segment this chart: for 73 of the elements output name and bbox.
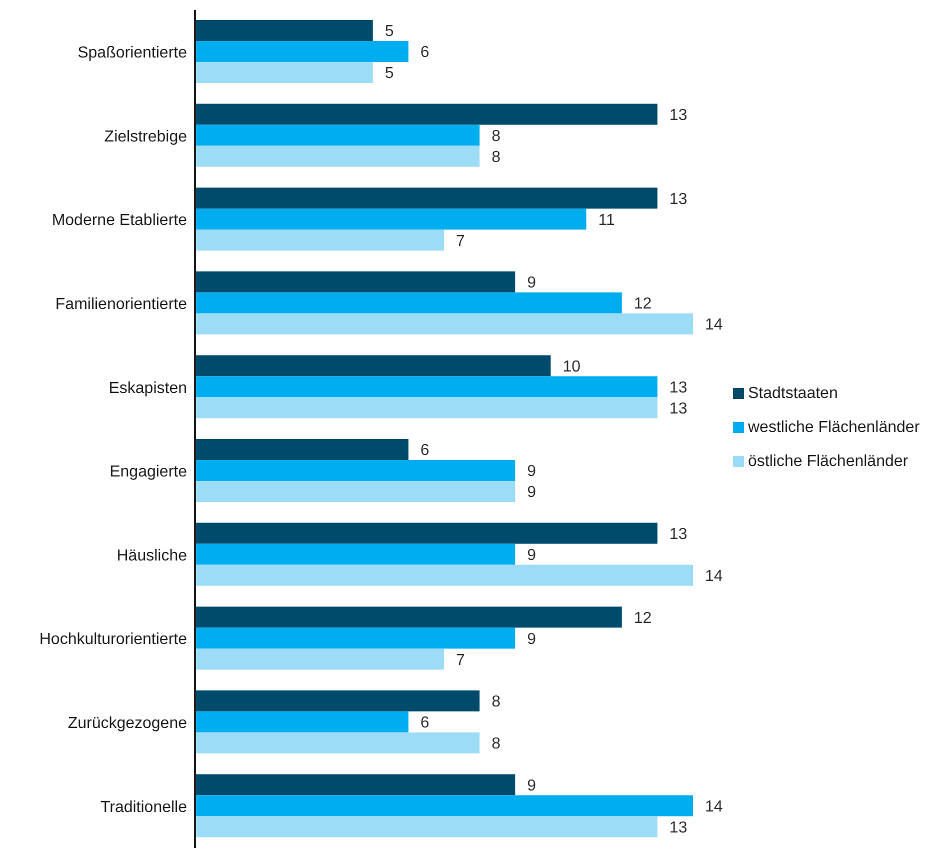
data-label: 13	[669, 106, 688, 124]
data-label: 6	[420, 714, 430, 732]
y-tick-label: Häusliche	[116, 547, 188, 564]
data-label: 6	[420, 442, 430, 460]
bar	[195, 146, 480, 167]
data-label: 8	[492, 694, 501, 711]
bar	[195, 460, 516, 481]
y-tick-label: Traditionelle	[100, 798, 188, 816]
data-label: 6	[420, 44, 430, 62]
bar	[195, 628, 516, 649]
bar	[195, 292, 622, 314]
data-label: 7	[456, 232, 465, 250]
bar	[195, 124, 480, 146]
bar	[195, 564, 693, 586]
y-tick-label: Zurückgezogene	[68, 714, 188, 732]
data-label: 10	[562, 358, 581, 376]
y-tick-label: Spaßorientierte	[78, 44, 188, 62]
data-label: 9	[527, 484, 536, 502]
y-tick-label: Moderne Etablierte	[52, 212, 188, 230]
bar	[195, 188, 658, 209]
bar	[195, 439, 408, 460]
data-label: 14	[705, 798, 723, 816]
bar	[195, 271, 516, 292]
data-label: 9	[527, 630, 536, 648]
bar	[195, 41, 408, 62]
data-label: 12	[634, 610, 652, 627]
data-label: 14	[705, 568, 723, 585]
legend-label: Stadtstaaten	[748, 385, 838, 402]
bar	[195, 690, 480, 712]
bar	[195, 606, 622, 628]
data-label: 11	[598, 212, 615, 229]
data-label: 13	[669, 190, 688, 208]
bar	[195, 648, 444, 670]
y-tick-label: Engagierte	[110, 464, 188, 481]
data-label: 14	[705, 316, 723, 334]
y-tick-label: Zielstrebige	[104, 128, 188, 146]
y-tick-label: Hochkulturorientierte	[39, 631, 188, 648]
data-label: 9	[527, 463, 536, 480]
data-label: 8	[492, 736, 501, 753]
bar	[195, 104, 658, 125]
bar	[195, 62, 373, 83]
legend-label: westliche Flächenländer	[748, 419, 920, 436]
bar	[195, 816, 658, 838]
data-label: 9	[527, 777, 536, 794]
bar	[195, 481, 516, 502]
bar	[195, 522, 658, 544]
data-label: 5	[384, 65, 394, 82]
data-label: 8	[492, 148, 501, 166]
bar	[195, 208, 586, 230]
bar	[195, 795, 693, 816]
bar	[195, 711, 408, 732]
data-label: 7	[456, 652, 465, 669]
bar	[195, 230, 444, 251]
bar	[195, 376, 658, 398]
bar	[195, 732, 480, 754]
y-tick-label: Eskapisten	[108, 380, 187, 397]
bar	[195, 397, 658, 418]
data-label: 9	[527, 546, 536, 564]
data-label: 12	[634, 296, 652, 313]
data-label: 9	[527, 274, 536, 292]
bar	[195, 774, 516, 796]
data-label: 13	[669, 379, 688, 396]
data-label: 13	[669, 400, 688, 418]
y-tick-label: Familienorientierte	[55, 296, 188, 313]
data-label: 13	[669, 526, 688, 543]
data-label: 8	[492, 128, 501, 145]
data-label: 5	[384, 23, 394, 40]
legend-label: östliche Flächenländer	[748, 453, 908, 470]
data-label: 13	[669, 819, 688, 836]
bar	[195, 544, 516, 565]
bar	[195, 20, 373, 41]
bar	[195, 313, 693, 334]
bar	[195, 355, 551, 376]
